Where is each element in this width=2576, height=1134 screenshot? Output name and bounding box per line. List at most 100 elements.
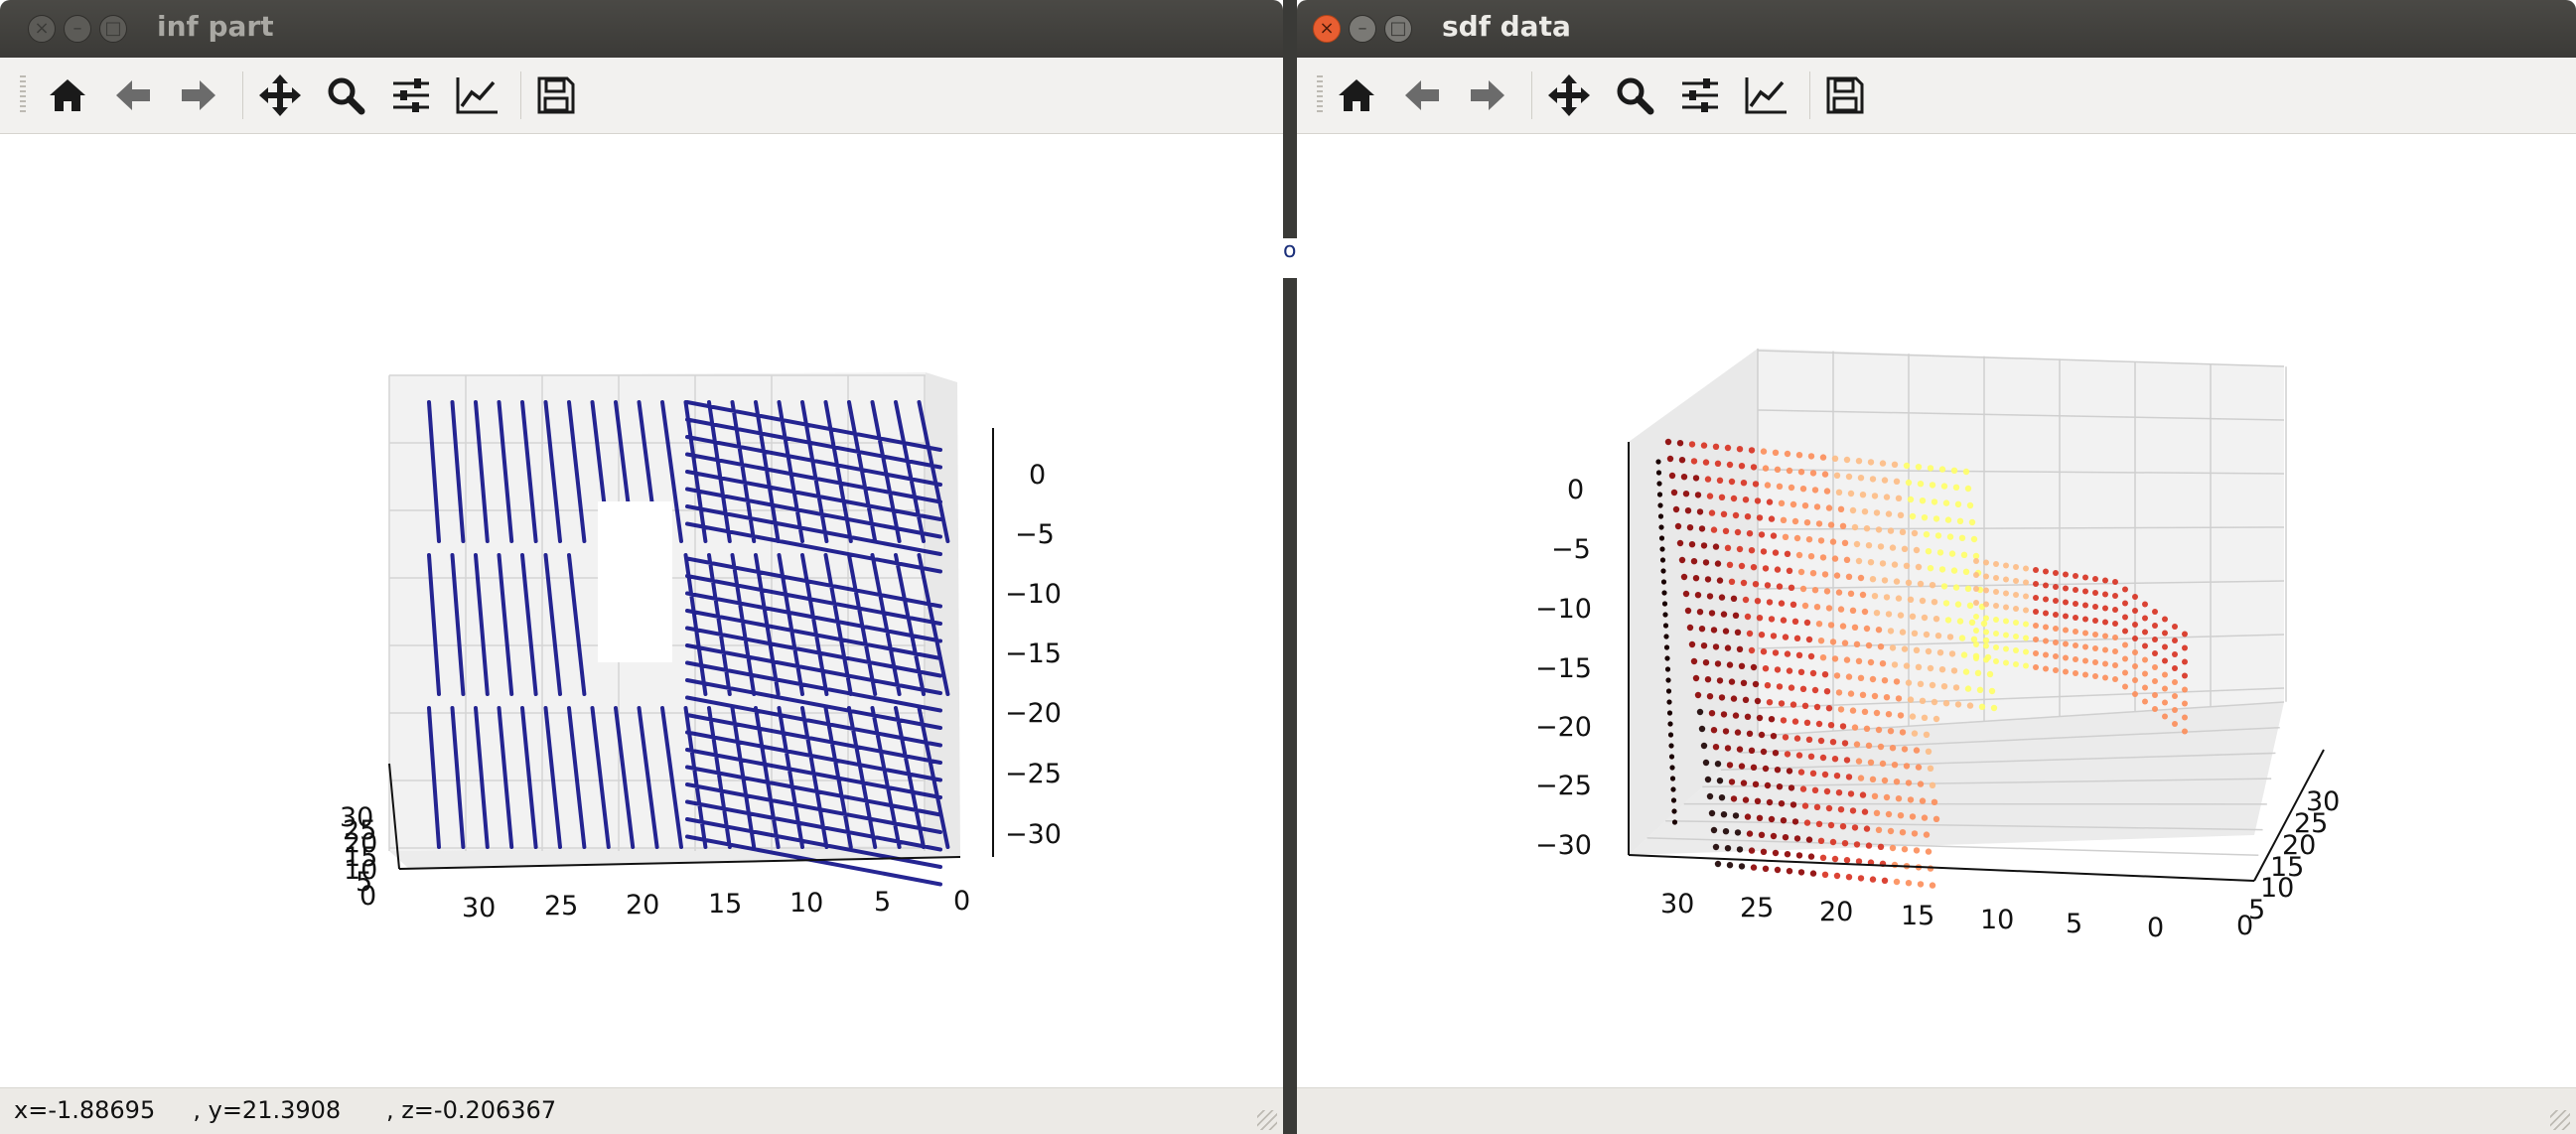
home-icon[interactable]	[42, 70, 93, 121]
y-tick-label: 0	[2236, 911, 2253, 941]
x-ticks: 30 25 20 15 10 5 0	[1660, 889, 2164, 943]
x-tick-label: 15	[708, 889, 742, 920]
window-inf-part: × – □ inf part	[0, 0, 1283, 1134]
3d-scatter-plot[interactable]: 30 25 20 15 10 5 0 0 −5 −10 −15 −20 −25 …	[12, 134, 1271, 1088]
x-tick-label: 20	[626, 890, 659, 921]
x-tick-label: 25	[544, 891, 578, 921]
x-tick-label: 10	[1980, 905, 2014, 935]
x-axis-line	[398, 856, 961, 870]
side-pane	[926, 372, 960, 857]
y-tick-label: 5	[2248, 895, 2265, 925]
z-ticks: 0 −5 −10 −15 −20 −25 −30	[1005, 460, 1062, 850]
zoom-magnifier-icon[interactable]	[320, 70, 371, 121]
x-tick-label: 5	[2066, 909, 2082, 939]
z-ticks: 0 −5 −10 −15 −20 −25 −30	[1535, 475, 1592, 861]
z-tick-label: −10	[1005, 579, 1062, 610]
matplotlib-toolbar	[1297, 58, 2576, 134]
close-window-button[interactable]: ×	[1313, 15, 1341, 43]
title-bar[interactable]: × – □ sdf data	[1297, 0, 2576, 58]
x-tick-label: 25	[1740, 893, 1774, 923]
z-tick-label: −5	[1551, 534, 1591, 565]
y-tick-label: 20	[2282, 830, 2316, 861]
forward-arrow-icon[interactable]	[1462, 70, 1513, 121]
background-window-text: oh	[1283, 238, 1297, 278]
back-pane	[1629, 349, 2284, 855]
maximize-window-button[interactable]: □	[1384, 15, 1412, 43]
z-tick-label: −5	[1015, 519, 1055, 550]
matplotlib-toolbar	[0, 58, 1283, 134]
toolbar-grip[interactable]	[20, 75, 26, 115]
configure-subplots-icon[interactable]	[385, 70, 437, 121]
home-icon[interactable]	[1331, 70, 1382, 121]
x-tick-label: 5	[874, 887, 891, 918]
window-title: sdf data	[1442, 10, 1571, 43]
y-tick-label: 5	[356, 867, 372, 898]
x-tick-label: 30	[1660, 889, 1694, 920]
y-tick-label: 15	[344, 842, 377, 873]
resize-grip[interactable]	[1257, 1110, 1277, 1130]
toolbar-separator	[1809, 71, 1810, 119]
y-tick-label: 30	[2306, 786, 2340, 817]
z-tick-label: −25	[1535, 771, 1592, 801]
z-tick-label: −10	[1535, 594, 1592, 625]
z-tick-label: −20	[1005, 698, 1062, 729]
toolbar-separator	[1531, 71, 1532, 119]
y-tick-label: 25	[343, 815, 376, 846]
z-tick-label: −15	[1535, 653, 1592, 684]
z-tick-label: 0	[1567, 475, 1584, 505]
pan-move-icon[interactable]	[1543, 70, 1595, 121]
z-tick-label: 0	[1029, 460, 1046, 491]
y-tick-label: 25	[2294, 808, 2328, 839]
y-tick-label: 30	[340, 802, 373, 833]
plot-canvas[interactable]: 30 25 20 15 10 5 0 0 −5 −10 −15 −20 −25 …	[12, 134, 1271, 1088]
point-cloud	[1655, 438, 2188, 889]
z-tick-label: −25	[1005, 759, 1062, 789]
pan-move-icon[interactable]	[254, 70, 306, 121]
resize-grip[interactable]	[2550, 1110, 2570, 1130]
window-title: inf part	[157, 10, 274, 43]
status-bar	[1297, 1087, 2576, 1134]
toolbar-separator	[242, 71, 243, 119]
close-window-button[interactable]: ×	[28, 15, 56, 43]
toolbar-grip[interactable]	[1317, 75, 1323, 115]
y-axis-line	[2253, 749, 2325, 882]
save-floppy-icon[interactable]	[530, 70, 582, 121]
zoom-magnifier-icon[interactable]	[1609, 70, 1660, 121]
cursor-coordinates: x=-1.88695 , y=21.3908 , z=-0.206367	[14, 1096, 557, 1124]
forward-arrow-icon[interactable]	[173, 70, 224, 121]
maximize-window-button[interactable]: □	[99, 15, 127, 43]
back-arrow-icon[interactable]	[1396, 70, 1448, 121]
minimize-window-button[interactable]: –	[64, 15, 91, 43]
x-tick-label: 30	[462, 893, 496, 923]
plot-canvas[interactable]: 30 25 20 15 10 5 0 0 −5 −10 −15 −20 −25 …	[1301, 134, 2576, 1088]
edit-axis-icon[interactable]	[451, 70, 502, 121]
configure-subplots-icon[interactable]	[1674, 70, 1726, 121]
y-axis-line	[388, 763, 400, 870]
x-tick-label: 20	[1819, 897, 1853, 927]
save-floppy-icon[interactable]	[1819, 70, 1871, 121]
edit-axis-icon[interactable]	[1740, 70, 1791, 121]
y-tick-label: 10	[344, 855, 377, 886]
floor-pane	[389, 845, 960, 869]
z-tick-label: −20	[1535, 712, 1592, 743]
status-bar: x=-1.88695 , y=21.3908 , z=-0.206367	[0, 1087, 1283, 1134]
title-bar[interactable]: × – □ inf part	[0, 0, 1283, 58]
back-arrow-icon[interactable]	[107, 70, 159, 121]
y-tick-label: 0	[359, 881, 376, 912]
y-ticks: 30 25 20 15 10 5 0	[340, 802, 377, 912]
point-cloud	[427, 400, 950, 887]
floor-pane	[1629, 702, 2284, 855]
x-axis-line	[1628, 854, 2255, 882]
3d-scatter-plot[interactable]: 30 25 20 15 10 5 0 0 −5 −10 −15 −20 −25 …	[1301, 134, 2576, 1088]
x-tick-label: 15	[1901, 901, 1934, 931]
x-tick-label: 0	[953, 886, 970, 917]
toolbar-separator	[520, 71, 521, 119]
z-tick-label: −30	[1005, 819, 1062, 850]
minimize-window-button[interactable]: –	[1349, 15, 1376, 43]
y-ticks: 30 25 20 15 10 5 0	[2236, 786, 2340, 941]
z-tick-label: −15	[1005, 638, 1062, 669]
z-tick-label: −30	[1535, 830, 1592, 861]
x-ticks: 30 25 20 15 10 5 0	[462, 886, 970, 923]
y-tick-label: 10	[2260, 873, 2294, 904]
y-tick-label: 20	[344, 828, 377, 859]
